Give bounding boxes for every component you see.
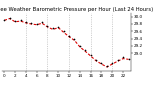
Point <box>52 28 54 29</box>
Point <box>111 63 114 64</box>
Point <box>106 65 108 67</box>
Point <box>30 22 33 24</box>
Point <box>57 26 60 28</box>
Point <box>84 50 87 51</box>
Point <box>25 21 27 23</box>
Point <box>3 19 6 20</box>
Point <box>35 23 38 25</box>
Point <box>95 59 97 60</box>
Point <box>41 21 43 23</box>
Title: Milwaukee Weather Barometric Pressure per Hour (Last 24 Hours): Milwaukee Weather Barometric Pressure pe… <box>0 7 154 12</box>
Point <box>68 35 70 36</box>
Point <box>8 17 11 18</box>
Point <box>79 45 81 47</box>
Point <box>19 20 22 21</box>
Point <box>46 25 49 27</box>
Point <box>116 60 119 61</box>
Point <box>122 57 124 58</box>
Point <box>89 54 92 56</box>
Point <box>127 58 130 59</box>
Point <box>62 31 65 32</box>
Point <box>100 63 103 64</box>
Point <box>73 39 76 40</box>
Point <box>14 20 16 22</box>
